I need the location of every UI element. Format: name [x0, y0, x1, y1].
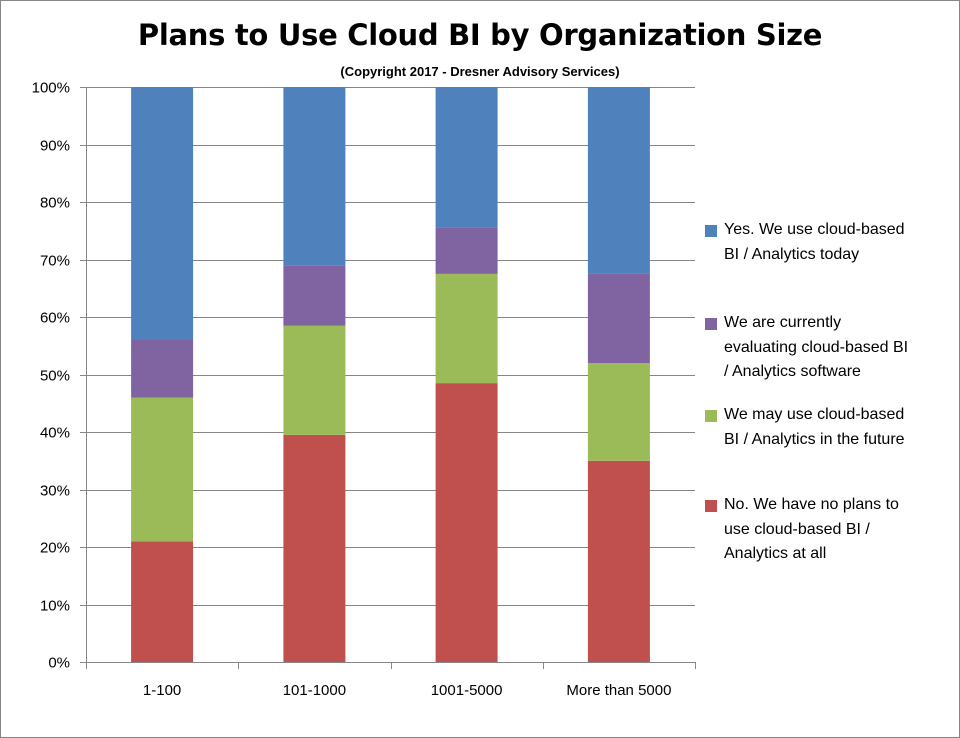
bar-segment — [131, 340, 194, 398]
bar-segment — [435, 227, 498, 274]
tick-labels: 0% 10% 20% 30% 40% 50% 60% 70% 80% 90% 100% 1-100 10… — [32, 80, 672, 700]
y-tick-label: 70% — [40, 253, 70, 270]
bar-segment — [283, 87, 346, 266]
legend-swatch — [705, 410, 717, 422]
bar-segment — [283, 265, 346, 326]
axes — [80, 87, 696, 669]
chart-subtitle: (Copyright 2017 - Dresner Advisory Servi… — [340, 64, 620, 79]
legend-item: We are currently evaluating cloud-based … — [705, 311, 955, 385]
bars — [131, 87, 650, 663]
bar-segment — [283, 434, 346, 662]
bar-segment — [587, 363, 650, 461]
bar-segment — [131, 541, 194, 663]
bar-segment — [131, 87, 194, 340]
y-tick-label: 30% — [40, 483, 70, 500]
legend-item: We may use cloud-based BI / Analytics in… — [705, 403, 955, 452]
bar-segment — [131, 397, 194, 542]
legend-swatch — [705, 318, 717, 330]
y-tick-label: 10% — [40, 598, 70, 615]
legend-item: No. We have no plans to use cloud-based … — [705, 493, 955, 567]
bar-segment — [435, 273, 498, 384]
legend-label: We may use cloud-based BI / Analytics in… — [724, 406, 905, 448]
bar-segment — [435, 87, 498, 228]
y-tick-label: 40% — [40, 425, 70, 442]
bar-segment — [283, 325, 346, 435]
y-tick-label: 80% — [40, 195, 70, 212]
bar-segment — [435, 383, 498, 662]
y-tick-label: 90% — [40, 138, 70, 155]
y-tick-label: 0% — [48, 655, 70, 672]
x-tick-label: More than 5000 — [566, 682, 671, 699]
x-tick-label: 1001-5000 — [431, 682, 503, 699]
bar-segment — [587, 87, 650, 274]
y-tick-label: 50% — [40, 368, 70, 385]
legend-label: We are currently evaluating cloud-based … — [724, 314, 909, 380]
bar-segment — [587, 273, 650, 363]
y-tick-label: 100% — [32, 80, 70, 97]
y-tick-label: 20% — [40, 540, 70, 557]
legend-label: No. We have no plans to use cloud-based … — [724, 496, 899, 562]
legend-label: Yes. We use cloud-based BI / Analytics t… — [724, 221, 905, 263]
legend-swatch — [705, 500, 717, 512]
bar-segment — [587, 460, 650, 663]
y-tick-label: 60% — [40, 310, 70, 327]
x-tick-label: 1-100 — [143, 682, 181, 699]
x-tick-label: 101-1000 — [283, 682, 346, 699]
legend-swatch — [705, 225, 717, 237]
legend-item: Yes. We use cloud-based BI / Analytics t… — [705, 218, 955, 267]
chart-title: Plans to Use Cloud BI by Organization Si… — [137, 18, 823, 52]
